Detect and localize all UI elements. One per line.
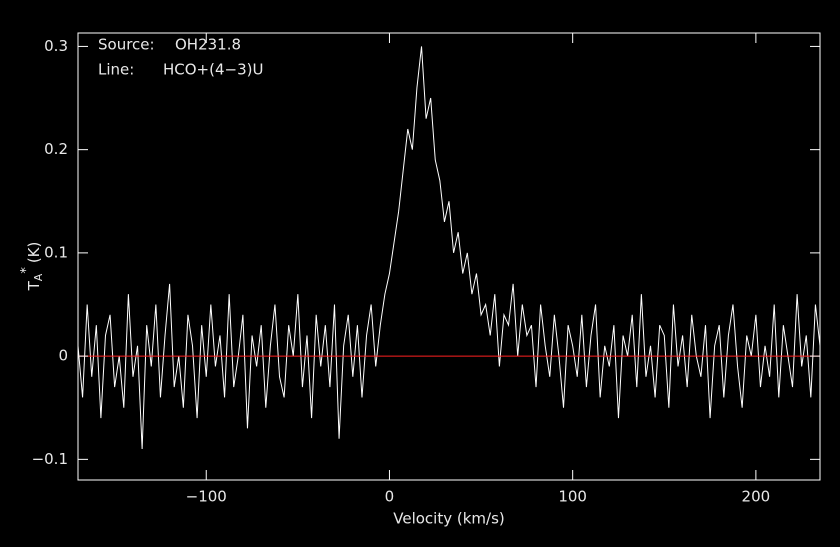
x-tick-label: 200 (742, 488, 771, 506)
x-tick-label: −100 (186, 488, 227, 506)
y-label-sub: A (32, 273, 45, 281)
annotation-key: Source: (98, 36, 155, 54)
annotation-text: HCO+(4−3)U (163, 61, 263, 79)
y-label-sup: * (19, 267, 34, 274)
y-tick-label: 0 (58, 347, 68, 365)
y-label-unit: (K) (25, 242, 43, 264)
spectrum-line (77, 46, 821, 450)
y-tick-label: 0.3 (44, 37, 68, 55)
annotation-text: OH231.8 (175, 36, 241, 54)
plot-frame (77, 32, 821, 481)
y-tick-label: 0.2 (44, 140, 68, 158)
x-axis-label: Velocity (km/s) (393, 510, 504, 528)
x-tick-label: 0 (385, 488, 395, 506)
y-axis-label: TA* (K) (19, 242, 46, 292)
annotation-key: Line: (98, 61, 134, 79)
y-tick-label: −0.1 (32, 450, 68, 468)
x-tick-label: 100 (558, 488, 587, 506)
y-label-main: T (25, 280, 43, 291)
y-tick-label: 0.1 (44, 243, 68, 261)
